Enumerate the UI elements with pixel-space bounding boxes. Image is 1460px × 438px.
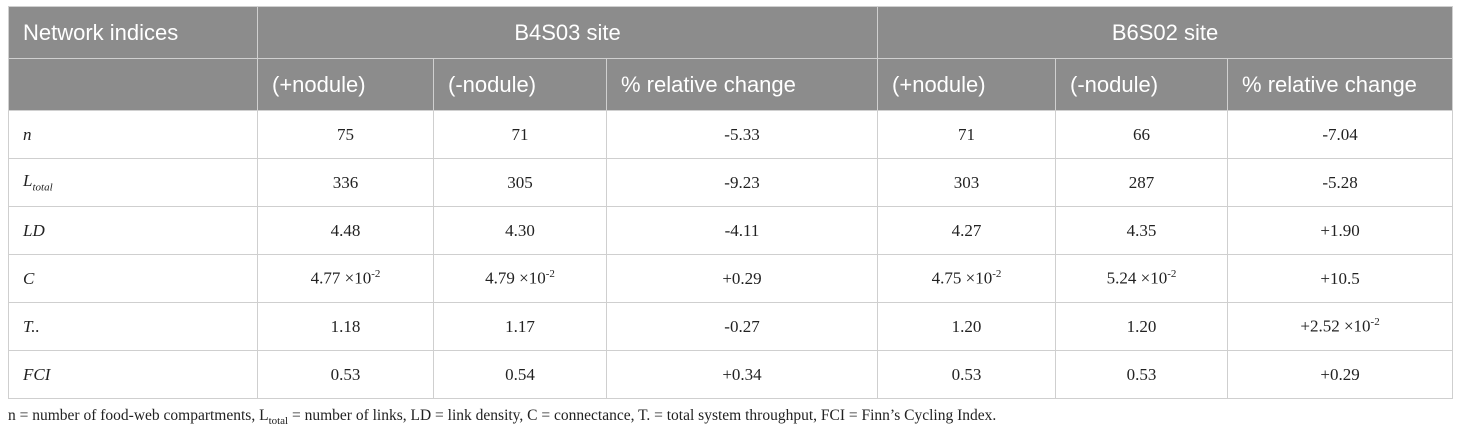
cell: -7.04 xyxy=(1227,110,1454,159)
cell: +0.34 xyxy=(605,350,879,399)
cell: 4.30 xyxy=(433,206,607,255)
table-row: FCI 0.53 0.54 +0.34 0.53 0.53 +0.29 xyxy=(8,350,1454,399)
text-after: = number of links, LD = link density, C … xyxy=(288,407,997,424)
text-sup: -2 xyxy=(1167,268,1177,281)
cell: 0.53 xyxy=(1055,350,1229,399)
text-base: L xyxy=(23,171,33,191)
footnote: n = number of food-web compartments, Lto… xyxy=(8,407,996,427)
cell: 4.79 ×10-2 xyxy=(433,254,607,303)
table-row: T.. 1.18 1.17 -0.27 1.20 1.20 +2.52 ×10-2 xyxy=(8,302,1454,351)
cell: 71 xyxy=(877,110,1057,159)
table-row: Ltotal 336 305 -9.23 303 287 -5.28 xyxy=(8,158,1454,207)
cell: 0.53 xyxy=(877,350,1057,399)
cell: 1.20 xyxy=(877,302,1057,351)
cell: 4.75 ×10-2 xyxy=(877,254,1057,303)
cell: 4.48 xyxy=(257,206,434,255)
header-row: Network indices B4S03 site B6S02 site xyxy=(8,6,1454,59)
cell: 4.27 xyxy=(877,206,1057,255)
cell: 0.54 xyxy=(433,350,607,399)
cell: 71 xyxy=(433,110,607,159)
table-row: C 4.77 ×10-2 4.79 ×10-2 +0.29 4.75 ×10-2 5.24… xyxy=(8,254,1454,303)
text-sup: -2 xyxy=(371,268,381,281)
row-label: Ltotal xyxy=(8,158,258,207)
cell: +0.29 xyxy=(605,254,879,303)
cell: +2.52 ×10-2 xyxy=(1227,302,1454,351)
cell: 303 xyxy=(877,158,1057,207)
text-sup: -2 xyxy=(545,268,555,281)
cell: 305 xyxy=(433,158,607,207)
table-header: Network indices B4S03 site B6S02 site (+nod… xyxy=(8,6,1454,111)
subheader: (-nodule) xyxy=(433,58,607,111)
text-base: 4.79 ×10 xyxy=(485,268,546,288)
text-sup: -2 xyxy=(992,268,1002,281)
cell: 287 xyxy=(1055,158,1229,207)
row-label: FCI xyxy=(8,350,258,399)
text-base: 4.77 ×10 xyxy=(310,268,372,288)
subheader-row: (+nodule) (-nodule)% relative change (+nod… xyxy=(8,58,1454,111)
table-row: LD 4.48 4.30 -4.11 4.27 4.35 +1.90 xyxy=(8,206,1454,255)
row-label: LD xyxy=(8,206,258,255)
text-before: n = number of food-web compartments, L xyxy=(8,407,269,424)
header-label: Network indices xyxy=(8,6,258,59)
subheader: (+nodule) xyxy=(877,58,1057,111)
text-sub: total xyxy=(268,415,289,428)
group-header: B4S03 site xyxy=(256,6,879,59)
cell: 5.24 ×10-2 xyxy=(1055,254,1229,303)
cell: 0.53 xyxy=(257,350,434,399)
row-label: C xyxy=(8,254,258,303)
subheader: % relative change xyxy=(605,58,879,111)
cell: +10.5 xyxy=(1227,254,1454,303)
cell: +1.90 xyxy=(1227,206,1454,255)
text-sub: total xyxy=(32,181,53,194)
data-table: Network indices B4S03 site B6S02 site (+nod… xyxy=(8,6,1454,399)
text-sup: -2 xyxy=(1370,316,1380,329)
cell: 1.18 xyxy=(257,302,434,351)
text-base: 4.75 ×10 xyxy=(931,268,993,288)
cell: 4.35 xyxy=(1055,206,1229,255)
cell: 336 xyxy=(257,158,434,207)
table-body: n 75 71 -5.33 71 66 -7.04 Ltotal 336 305 -9.23 303 2… xyxy=(8,110,1454,399)
group-header: B6S02 site xyxy=(877,6,1454,59)
header-blank xyxy=(8,58,258,111)
text-base: +2.52 ×10 xyxy=(1300,316,1371,336)
cell: 1.20 xyxy=(1055,302,1229,351)
subheader: (+nodule) xyxy=(257,58,434,111)
cell: -4.11 xyxy=(605,206,879,255)
cell: 75 xyxy=(257,110,434,159)
cell: -5.33 xyxy=(605,110,879,159)
cell: +0.29 xyxy=(1227,350,1454,399)
text-base: 5.24 ×10 xyxy=(1106,268,1168,288)
row-label: n xyxy=(8,110,258,159)
subheader: % relative change xyxy=(1227,58,1454,111)
cell: 4.77 ×10-2 xyxy=(257,254,434,303)
subheader: (-nodule) xyxy=(1055,58,1229,111)
row-label: T.. xyxy=(8,302,258,351)
table-row: n 75 71 -5.33 71 66 -7.04 xyxy=(8,110,1454,159)
cell: 66 xyxy=(1055,110,1229,159)
cell: 1.17 xyxy=(433,302,607,351)
cell: -0.27 xyxy=(605,302,879,351)
cell: -9.23 xyxy=(605,158,879,207)
cell: -5.28 xyxy=(1227,158,1454,207)
